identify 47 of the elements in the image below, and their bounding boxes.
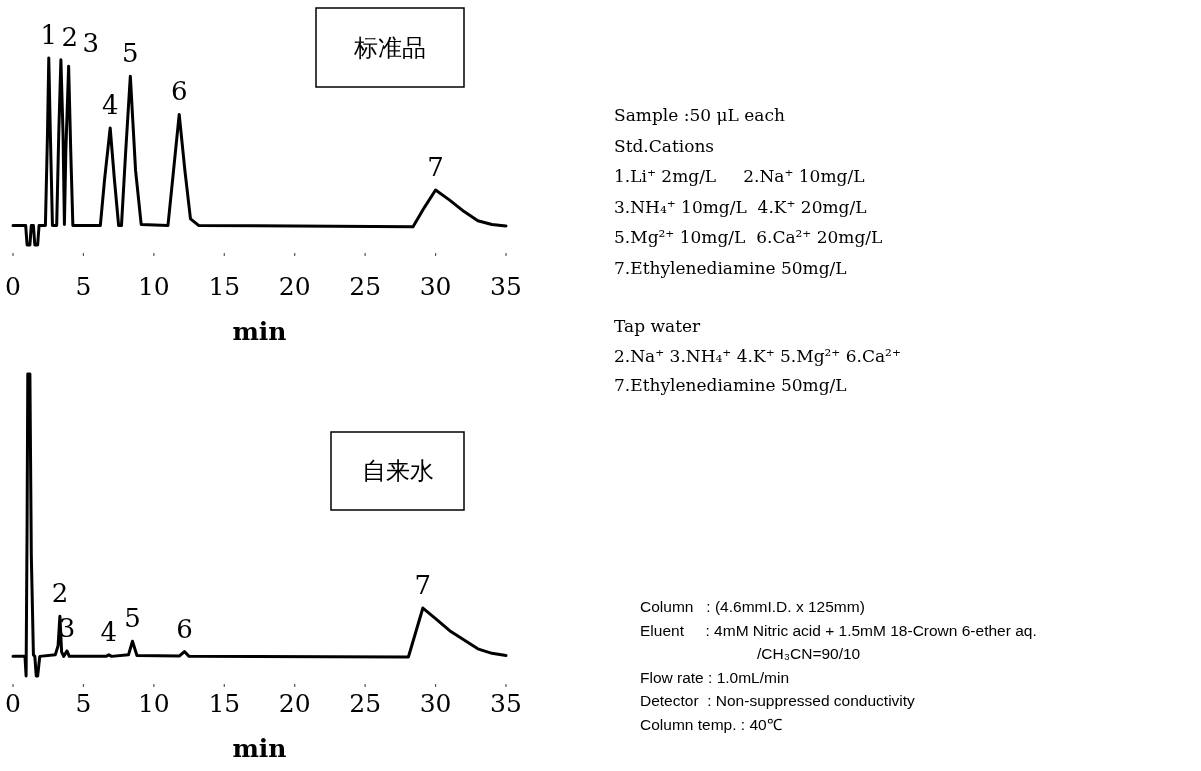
x-tick-label: 10 [137, 272, 170, 301]
x-tick-label: 15 [208, 272, 241, 301]
x-tick-label: 25 [349, 272, 382, 301]
annotation: 1 [40, 20, 58, 50]
x-axis-title: min [232, 734, 287, 763]
text: Detector : Non-suppressed conductivity [640, 692, 916, 710]
x-tick-label: 0 [5, 272, 21, 301]
annotation: 4 [100, 616, 118, 647]
text: Column temp. : 40℃ [640, 716, 783, 733]
text: Std.Cations [614, 135, 715, 156]
x-tick-label: 10 [137, 689, 170, 718]
text: 自来水 [361, 457, 434, 485]
x-tick-label: 0 [5, 689, 21, 718]
x-tick-label: 35 [490, 272, 522, 301]
annotation: 2 [61, 21, 79, 52]
x-tick-label: 35 [490, 689, 522, 718]
text: Eluent : 4mM Nitric acid + 1.5mM 18-Crown 6-ether aq. [640, 621, 1037, 639]
annotation: 5 [124, 603, 141, 634]
chart-title: 标准品 [353, 33, 426, 62]
text: Sample :50 μL each [614, 105, 785, 125]
x-tick-label: 20 [278, 689, 311, 718]
annotation: 7 [427, 152, 444, 183]
text: 5.Mg²⁺ 10mg/L 6.Ca²⁺ 20mg/L [614, 227, 883, 247]
x-tick-label: 15 [208, 689, 241, 718]
text: 1.Li⁺ 2mg/L 2.Na⁺ 10mg/L [614, 166, 865, 186]
x-axis-title: min [232, 317, 287, 346]
annotation: 5 [122, 38, 139, 69]
annotation: 2 [51, 578, 69, 609]
text: Tap water [614, 316, 702, 336]
annotation: 3 [82, 28, 100, 59]
text: /CH₃CN=90/10 [757, 645, 861, 663]
annotation: 7 [414, 570, 432, 601]
x-tick-label: 20 [278, 272, 311, 301]
x-tick-label: 5 [75, 689, 92, 718]
annotation: 6 [170, 76, 188, 107]
annotation: 4 [101, 89, 119, 120]
text: Column : (4.6mmI.D. x 125mm) [640, 598, 865, 615]
text: 2.Na⁺ 3.NH₄⁺ 4.K⁺ 5.Mg²⁺ 6.Ca²⁺ [614, 345, 901, 366]
x-tick-label: 25 [349, 689, 382, 718]
annotation: 6 [176, 613, 193, 644]
text: 7.Ethylenediamine 50mg/L [614, 375, 847, 395]
x-tick-label: 30 [419, 689, 452, 718]
x-tick-label: 5 [75, 272, 92, 301]
text: 7.Ethylenediamine 50mg/L [614, 257, 847, 278]
text: Flow rate : 1.0mL/min [640, 668, 790, 686]
x-tick-label: 30 [419, 272, 452, 301]
text: 3.NH₄⁺ 10mg/L 4.K⁺ 20mg/L [614, 196, 867, 217]
